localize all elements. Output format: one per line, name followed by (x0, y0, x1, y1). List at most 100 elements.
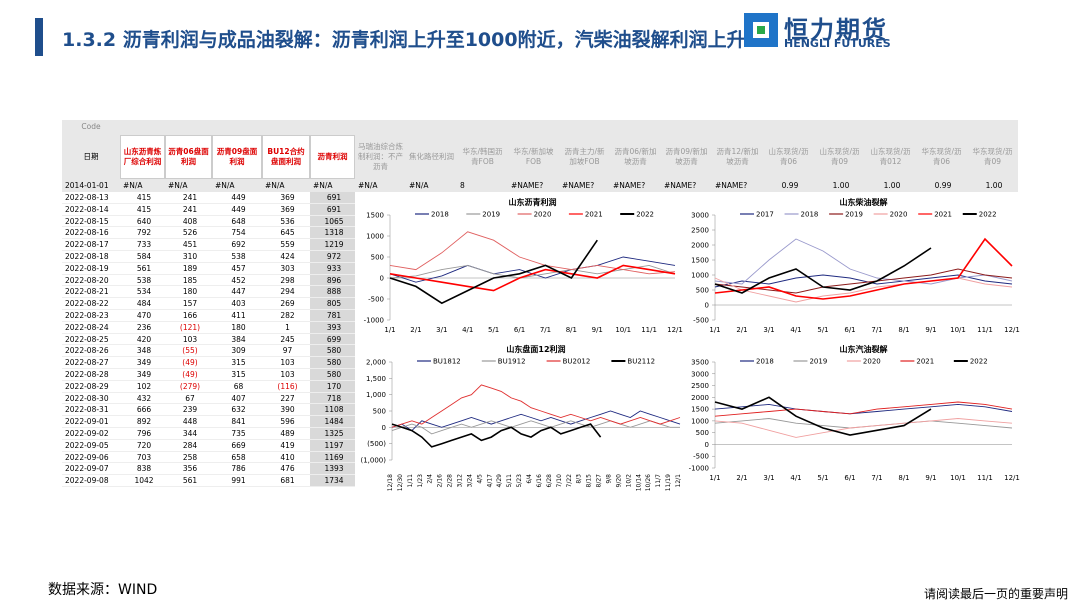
value-cell: 282 (262, 310, 310, 322)
column-header: 山东现货/沥青09 (819, 147, 860, 166)
x-tick-label: 3/1 (763, 326, 774, 334)
x-tick-label: 11/1 (977, 326, 993, 334)
value-cell: 536 (262, 215, 310, 228)
x-tick-label: 11/1 (641, 326, 657, 334)
series-line (389, 239, 598, 305)
value-cell: 754 (212, 227, 262, 240)
x-tick-label: 5/1 (488, 326, 499, 334)
x-tick-label: 5/1 (817, 474, 828, 482)
column-header: 山东现货/沥青012 (870, 147, 911, 166)
x-tick-label: 8/15 (586, 474, 593, 488)
legend-label: 2018 (801, 211, 819, 219)
value-cell: 733 (120, 239, 165, 251)
x-tick-label: 9/20 (615, 474, 622, 488)
x-tick-label: 8/1 (566, 326, 577, 334)
x-tick-label: 6/1 (514, 326, 525, 334)
value-cell: 691 (310, 203, 355, 216)
x-tick-label: 10/1 (615, 326, 631, 334)
value-cell: 1393 (310, 463, 355, 476)
value-cell: 241 (165, 192, 212, 204)
value-cell: 632 (212, 404, 262, 417)
value-cell: 596 (262, 416, 310, 428)
first-row-cell: 2014-01-01 (62, 180, 120, 192)
date-cell: 2022-08-16 (62, 227, 120, 240)
source: 数据来源：WIND (48, 582, 158, 598)
x-tick-label: 10/2 (625, 474, 632, 488)
value-cell: 344 (165, 428, 212, 440)
date-cell: 2022-08-22 (62, 298, 120, 310)
x-tick-label: 6/28 (546, 474, 553, 488)
value-cell: 349 (120, 369, 165, 381)
x-tick-label: 10/14 (635, 474, 642, 491)
value-cell: 447 (212, 286, 262, 299)
first-row-cell: #N/A (165, 180, 212, 192)
value-cell: (121) (165, 321, 212, 334)
y-tick-label: (500) (367, 440, 386, 448)
value-cell: 415 (120, 203, 165, 216)
y-tick-label: 0 (382, 424, 386, 432)
series-line (714, 396, 932, 436)
x-tick-label: 11/1 (977, 474, 993, 482)
y-tick-label: -1000 (689, 465, 709, 473)
legend-label: 2020 (863, 358, 881, 366)
value-cell: 348 (120, 345, 165, 358)
value-cell: 476 (262, 463, 310, 476)
date-cell: 2022-08-17 (62, 239, 120, 251)
logo-cn: 恒力期货 (784, 16, 888, 44)
code-label: Code (81, 122, 101, 131)
x-tick-label: 1/23 (417, 474, 424, 488)
y-tick-label: 2,000 (366, 359, 386, 367)
date-cell: 2022-08-14 (62, 203, 120, 216)
value-cell: 103 (262, 369, 310, 381)
value-cell: 484 (120, 298, 165, 310)
value-cell: 369 (262, 192, 310, 204)
x-tick-label: 1/1 (709, 326, 720, 334)
y-tick-label: 1000 (366, 233, 384, 241)
y-tick-label: 1500 (691, 406, 709, 414)
chart-title: 山东沥青利润 (509, 197, 557, 207)
legend-label: 2019 (482, 211, 500, 219)
x-tick-label: 4/1 (790, 326, 801, 334)
series-line (714, 403, 1013, 415)
series-line (714, 401, 1013, 417)
value-cell: 559 (262, 239, 310, 251)
value-cell: 102 (120, 380, 165, 393)
x-tick-label: 4/17 (486, 474, 493, 488)
x-tick-label: 7/1 (871, 326, 882, 334)
date-cell: 2022-08-23 (62, 310, 120, 322)
y-tick-label: 2000 (691, 242, 709, 250)
x-tick-label: 6/4 (526, 474, 533, 484)
x-tick-label: 2/1 (736, 326, 747, 334)
value-cell: 703 (120, 451, 165, 464)
date-cell: 2022-08-20 (62, 274, 120, 287)
column-header: BU12合约盘面利润 (262, 135, 310, 179)
value-cell: 284 (165, 439, 212, 452)
column-header: 沥青主力/新加坡FOB (564, 147, 605, 166)
value-cell: 180 (165, 286, 212, 299)
x-tick-label: 12/1 (667, 326, 683, 334)
x-tick-label: 8/27 (596, 474, 603, 488)
value-cell: 67 (165, 392, 212, 405)
first-row-cell: 1.00 (814, 180, 865, 192)
series-line (391, 410, 681, 432)
legend-label: 2021 (934, 211, 952, 219)
date-cell: 2022-08-13 (62, 192, 120, 204)
date-cell: 2022-09-02 (62, 428, 120, 440)
y-tick-label: -500 (693, 453, 709, 461)
value-cell: 580 (310, 357, 355, 369)
value-cell: 699 (310, 333, 355, 346)
legend-label: BU2012 (563, 358, 591, 366)
first-row-cell: #N/A (310, 180, 355, 192)
column-header: 焦化路径利润 (409, 152, 454, 161)
value-cell: 1734 (310, 475, 355, 487)
legend-label: 2021 (916, 358, 934, 366)
value-cell: 1484 (310, 416, 355, 428)
y-tick-label: -1000 (364, 317, 384, 325)
date-cell: 2022-08-29 (62, 380, 120, 393)
legend-label: 2022 (970, 358, 988, 366)
value-cell: 411 (212, 310, 262, 322)
column-header: 华东现货/沥青06 (921, 147, 962, 166)
value-cell: 390 (262, 404, 310, 417)
value-cell: 449 (212, 203, 262, 216)
value-cell: 692 (212, 239, 262, 251)
